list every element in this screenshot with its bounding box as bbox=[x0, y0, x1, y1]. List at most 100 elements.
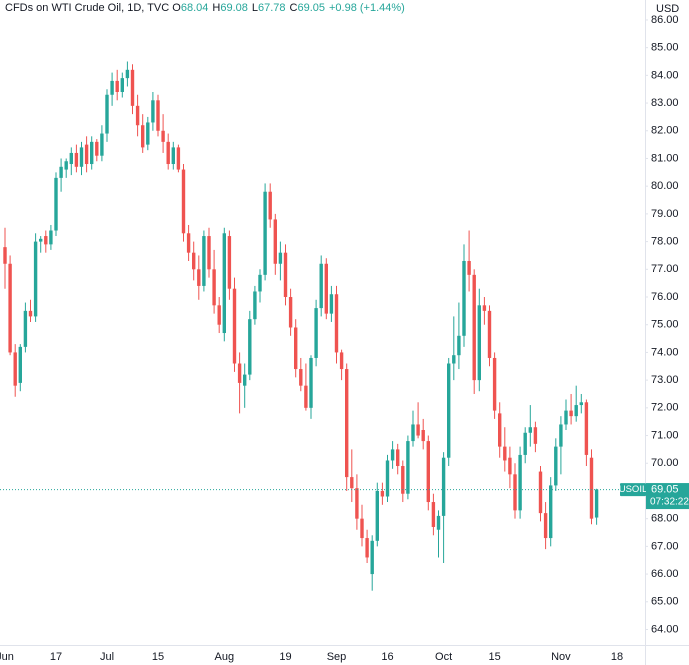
ohlc-value: 68.04 bbox=[180, 2, 209, 14]
ohlc-letter: L bbox=[251, 2, 258, 14]
x-tick-label: Sep bbox=[327, 651, 347, 663]
candle-body bbox=[304, 385, 308, 408]
candle-body bbox=[13, 352, 17, 386]
candle-body bbox=[171, 147, 175, 165]
y-tick-label: 80.00 bbox=[651, 180, 679, 192]
y-tick-label: 86.00 bbox=[651, 14, 679, 26]
candle-body bbox=[74, 152, 79, 167]
candle-body bbox=[339, 352, 344, 370]
ohlc-letter: C bbox=[289, 2, 298, 14]
candle-body bbox=[110, 80, 114, 95]
candle-body bbox=[181, 169, 186, 234]
y-tick-label: 78.00 bbox=[651, 236, 679, 248]
candle-body bbox=[84, 144, 89, 165]
candle-body bbox=[59, 166, 63, 178]
x-tick-label: Oct bbox=[435, 651, 452, 663]
candle-body bbox=[436, 515, 441, 530]
candle-body bbox=[324, 263, 328, 314]
candle-body bbox=[232, 288, 237, 364]
candle-body bbox=[549, 485, 553, 539]
candle-body bbox=[23, 310, 28, 347]
y-tick-label: 75.00 bbox=[651, 319, 679, 331]
x-tick-label: 19 bbox=[279, 651, 291, 663]
candle-body bbox=[406, 441, 410, 494]
x-tick-label: Jun bbox=[0, 651, 14, 663]
candle-body bbox=[278, 252, 283, 264]
x-tick-label: 15 bbox=[152, 651, 164, 663]
candle-body bbox=[396, 449, 400, 467]
candle-body bbox=[457, 335, 461, 356]
candle-body bbox=[569, 410, 573, 417]
candle-body bbox=[528, 427, 532, 433]
candle-body bbox=[268, 191, 272, 220]
candle-body bbox=[54, 177, 58, 231]
candle-body bbox=[212, 269, 216, 306]
candle-body bbox=[176, 147, 181, 170]
symbol-tag-label: USOIL bbox=[619, 484, 648, 495]
candle-body bbox=[120, 78, 124, 92]
candle-body bbox=[33, 241, 38, 317]
currency-label: USD bbox=[656, 3, 679, 15]
candle-body bbox=[559, 424, 563, 447]
ohlc-value: 67.78 bbox=[257, 2, 286, 14]
candle-body bbox=[135, 105, 140, 126]
candle-body bbox=[385, 460, 390, 497]
candle-body bbox=[360, 518, 364, 539]
candle-body bbox=[197, 269, 201, 286]
candle-body bbox=[186, 233, 191, 253]
candle-body bbox=[90, 141, 94, 165]
candle-body bbox=[508, 457, 512, 475]
y-tick-label: 70.00 bbox=[651, 457, 679, 469]
candle-body bbox=[227, 236, 232, 289]
candle-body bbox=[217, 305, 221, 325]
y-tick-label: 81.00 bbox=[651, 152, 679, 164]
candle-body bbox=[64, 161, 68, 170]
candle-body bbox=[105, 94, 109, 134]
candle-body bbox=[222, 233, 226, 334]
candle-body bbox=[523, 432, 527, 455]
candle-body bbox=[426, 441, 430, 503]
candle-body bbox=[8, 263, 12, 353]
symbol-tag bbox=[620, 483, 646, 497]
candle-body bbox=[100, 133, 104, 156]
price-tag bbox=[646, 483, 689, 510]
candle-body bbox=[151, 100, 155, 123]
candle-body bbox=[69, 152, 73, 165]
y-tick-label: 72.00 bbox=[651, 402, 679, 414]
candle-body bbox=[202, 236, 206, 286]
y-tick-label: 68.00 bbox=[651, 513, 679, 525]
candle-body bbox=[370, 540, 374, 575]
x-tick-label: 15 bbox=[488, 651, 500, 663]
candle-body bbox=[130, 69, 135, 106]
y-tick-label: 83.00 bbox=[651, 97, 679, 109]
x-tick-label: Aug bbox=[215, 651, 235, 663]
candle-body bbox=[258, 274, 262, 292]
y-tick-label: 84.00 bbox=[651, 69, 679, 81]
candle-body bbox=[166, 141, 170, 165]
y-tick-label: 73.00 bbox=[651, 374, 679, 386]
candle-body bbox=[237, 363, 242, 383]
legend-header: CFDs on WTI Crude Oil, 1D, TVC O68.04 H69… bbox=[5, 2, 409, 14]
candle-body bbox=[513, 474, 517, 511]
countdown-label: 07:32:22 bbox=[650, 497, 689, 508]
y-tick-label: 74.00 bbox=[651, 346, 679, 358]
candle-body bbox=[309, 357, 313, 408]
candle-body bbox=[146, 122, 150, 145]
y-tick-label: 71.00 bbox=[651, 429, 679, 441]
candle-body bbox=[294, 327, 298, 370]
candle-body bbox=[482, 305, 487, 311]
candle-body bbox=[441, 457, 446, 516]
candle-body bbox=[584, 402, 589, 455]
candle-body bbox=[452, 355, 456, 364]
candle-body bbox=[543, 513, 548, 539]
candle-body bbox=[431, 502, 436, 527]
candle-body bbox=[498, 413, 502, 447]
candle-body bbox=[390, 449, 395, 461]
candle-body bbox=[345, 369, 349, 478]
candle-body bbox=[462, 260, 466, 336]
candle-body bbox=[477, 305, 481, 381]
candle-body bbox=[421, 430, 425, 442]
price-axis-bg bbox=[645, 0, 689, 665]
y-tick-label: 64.00 bbox=[651, 623, 679, 635]
